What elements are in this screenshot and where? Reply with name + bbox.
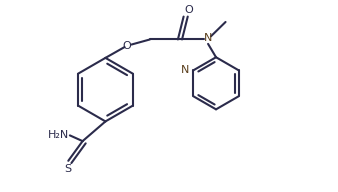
Text: H₂N: H₂N [48,130,69,140]
Text: N: N [181,65,190,75]
Text: N: N [204,33,212,43]
Text: S: S [64,164,71,174]
Text: O: O [123,41,131,51]
Text: O: O [184,5,193,15]
